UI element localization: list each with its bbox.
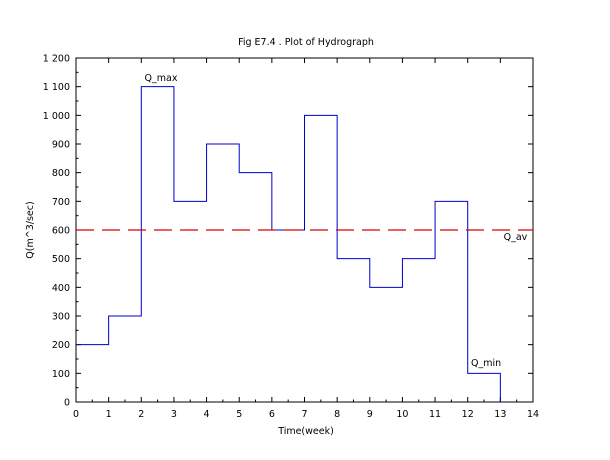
x-tick-label: 7: [301, 409, 307, 420]
hydrograph-step-line: [76, 86, 501, 402]
y-tick-label: 1 200: [43, 54, 70, 65]
x-tick-label: 5: [236, 409, 242, 420]
y-tick-label: 800: [52, 168, 70, 179]
y-tick-label: 300: [52, 312, 70, 323]
x-tick-label: 6: [269, 409, 275, 420]
chart-title: Fig E7.4 . Plot of Hydrograph: [238, 37, 374, 48]
y-tick-label: 1 100: [43, 82, 70, 93]
x-tick-label: 14: [527, 409, 539, 420]
y-tick-label: 400: [52, 283, 70, 294]
y-tick-label: 500: [52, 254, 70, 265]
x-tick-label: 9: [367, 409, 373, 420]
annotation-label: Q_min: [471, 358, 501, 369]
annotation-label: Q_max: [145, 73, 178, 84]
y-tick-label: 700: [52, 197, 70, 208]
y-axis-label: Q(m^3/sec): [25, 201, 36, 258]
y-tick-label: 0: [64, 398, 70, 409]
x-tick-label: 13: [494, 409, 506, 420]
x-axis-label: Time(week): [277, 426, 334, 437]
x-tick-label: 0: [73, 409, 79, 420]
y-tick-label: 100: [52, 369, 70, 380]
x-tick-label: 8: [334, 409, 340, 420]
plot-area: 0 1 2 3 4 5 6 7 8 9 10 11 12 13 1401002003004005006007…: [43, 54, 539, 421]
x-tick-label: 10: [396, 409, 408, 420]
annotation-label: Q_av: [504, 232, 528, 243]
y-tick-label: 1 000: [43, 111, 70, 122]
y-tick-label: 900: [52, 140, 70, 151]
y-tick-label: 200: [52, 340, 70, 351]
x-tick-label: 2: [138, 409, 144, 420]
x-tick-label: 3: [171, 409, 177, 420]
y-tick-label: 600: [52, 226, 70, 237]
x-tick-label: 11: [429, 409, 441, 420]
x-tick-label: 1: [106, 409, 112, 420]
x-tick-label: 12: [462, 409, 474, 420]
x-tick-label: 4: [204, 409, 210, 420]
